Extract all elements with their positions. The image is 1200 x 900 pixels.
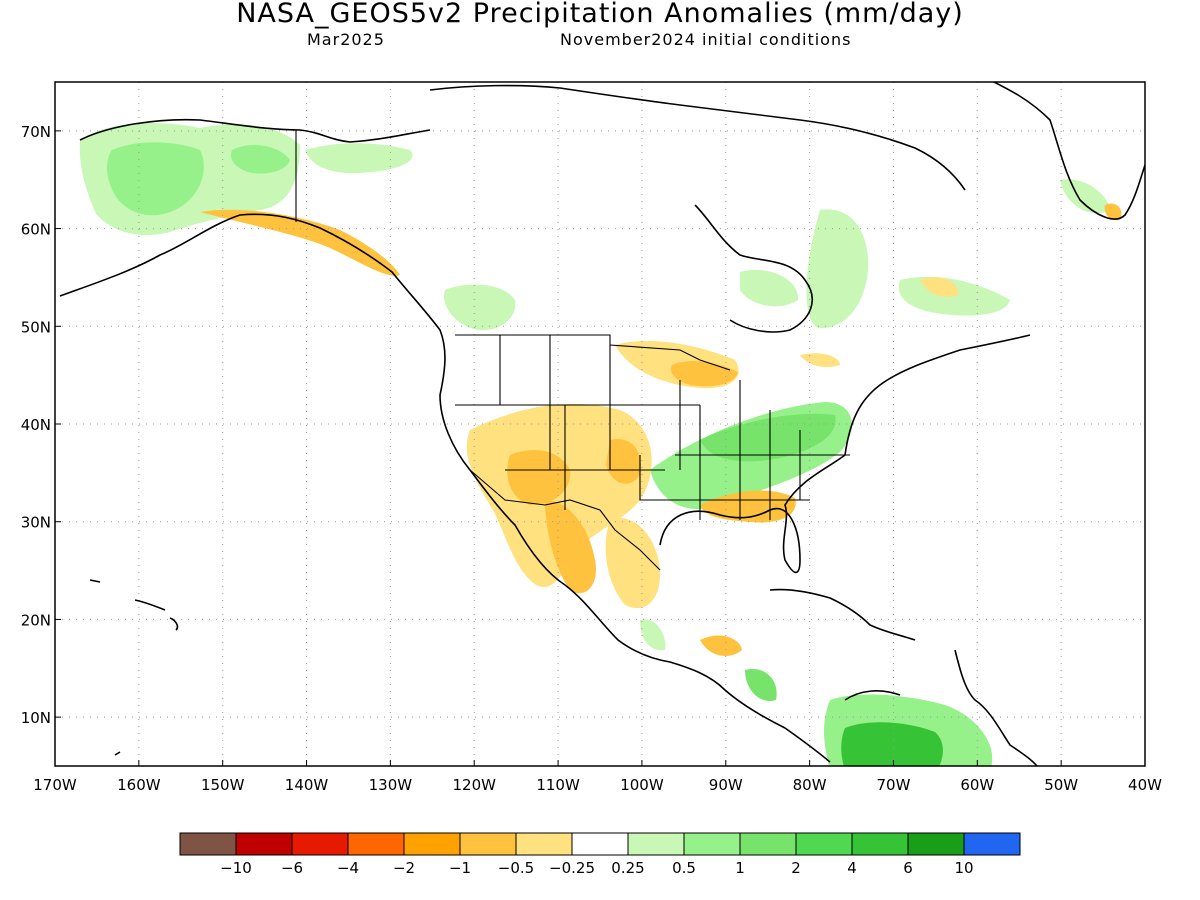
lon-label: 150W	[201, 776, 245, 794]
colorbar-labels: −10 −6 −4 −2 −1 −0.5 −0.25 0.25 0.5 1 2 4 6 10	[220, 859, 973, 877]
negative-anomaly-shading	[200, 203, 1122, 656]
colorbar-tick-label: −6	[281, 859, 303, 877]
colorbar	[179, 832, 1021, 856]
lon-label: 130W	[369, 776, 413, 794]
lat-label: 60N	[21, 221, 51, 239]
colorbar-swatch	[739, 832, 797, 856]
lon-label: 170W	[33, 776, 77, 794]
colorbar-swatch	[683, 832, 741, 856]
colorbar-tick-label: −1	[449, 859, 471, 877]
colorbar-tick-label: 4	[847, 859, 857, 877]
lat-label: 30N	[21, 514, 51, 532]
lon-label: 140W	[285, 776, 329, 794]
colorbar-tick-label: −4	[337, 859, 359, 877]
lon-label: 90W	[709, 776, 743, 794]
colorbar-tick-label: 0.5	[672, 859, 696, 877]
colorbar-swatch	[291, 832, 349, 856]
colorbar-swatch	[403, 832, 461, 856]
coastlines	[59, 82, 1145, 766]
lat-label: 50N	[21, 318, 51, 336]
colorbar-tick-label: 0.25	[611, 859, 644, 877]
colorbar-swatch	[347, 832, 405, 856]
map-title: NASA_GEOS5v2 Precipitation Anomalies (mm…	[236, 0, 964, 29]
colorbar-tick-label: −2	[393, 859, 415, 877]
lon-label: 50W	[1044, 776, 1078, 794]
lon-label: 80W	[793, 776, 827, 794]
lon-label: 120W	[452, 776, 496, 794]
longitude-labels: 170W 160W 150W 140W 130W 120W 110W 100W 90W 80W 70…	[33, 760, 1162, 794]
colorbar-swatch	[907, 832, 965, 856]
valid-month: Mar2025	[307, 30, 385, 49]
colorbar-tick-label: 2	[791, 859, 801, 877]
colorbar-tick-label: 10	[954, 859, 973, 877]
lon-label: 40W	[1128, 776, 1162, 794]
map-canvas	[55, 82, 1145, 766]
init-conditions: November2024 initial conditions	[560, 30, 852, 49]
lon-label: 110W	[536, 776, 580, 794]
lon-label: 100W	[620, 776, 664, 794]
colorbar-swatch	[235, 832, 293, 856]
political-borders	[295, 130, 850, 571]
colorbar-swatch	[179, 832, 237, 856]
lat-label: 20N	[21, 611, 51, 629]
colorbar-swatch	[851, 832, 909, 856]
colorbar-tick-label: 1	[735, 859, 745, 877]
colorbar-tick-label: −0.25	[549, 859, 595, 877]
lat-label: 10N	[21, 709, 51, 727]
colorbar-tick-label: 6	[903, 859, 913, 877]
colorbar-swatch	[515, 832, 573, 856]
colorbar-swatch	[795, 832, 853, 856]
colorbar-tick-label: −10	[220, 859, 252, 877]
colorbar-tick-label: −0.5	[498, 859, 534, 877]
colorbar-swatch	[459, 832, 517, 856]
colorbar-swatch	[963, 832, 1021, 856]
lat-label: 40N	[21, 416, 51, 434]
latitude-labels: 10N 20N 30N 40N 50N 60N 70N	[21, 123, 61, 727]
colorbar-swatch	[571, 832, 629, 856]
lon-label: 60W	[960, 776, 994, 794]
lon-label: 70W	[877, 776, 911, 794]
colorbar-swatch	[627, 832, 685, 856]
lon-label: 160W	[117, 776, 161, 794]
lat-label: 70N	[21, 123, 51, 141]
